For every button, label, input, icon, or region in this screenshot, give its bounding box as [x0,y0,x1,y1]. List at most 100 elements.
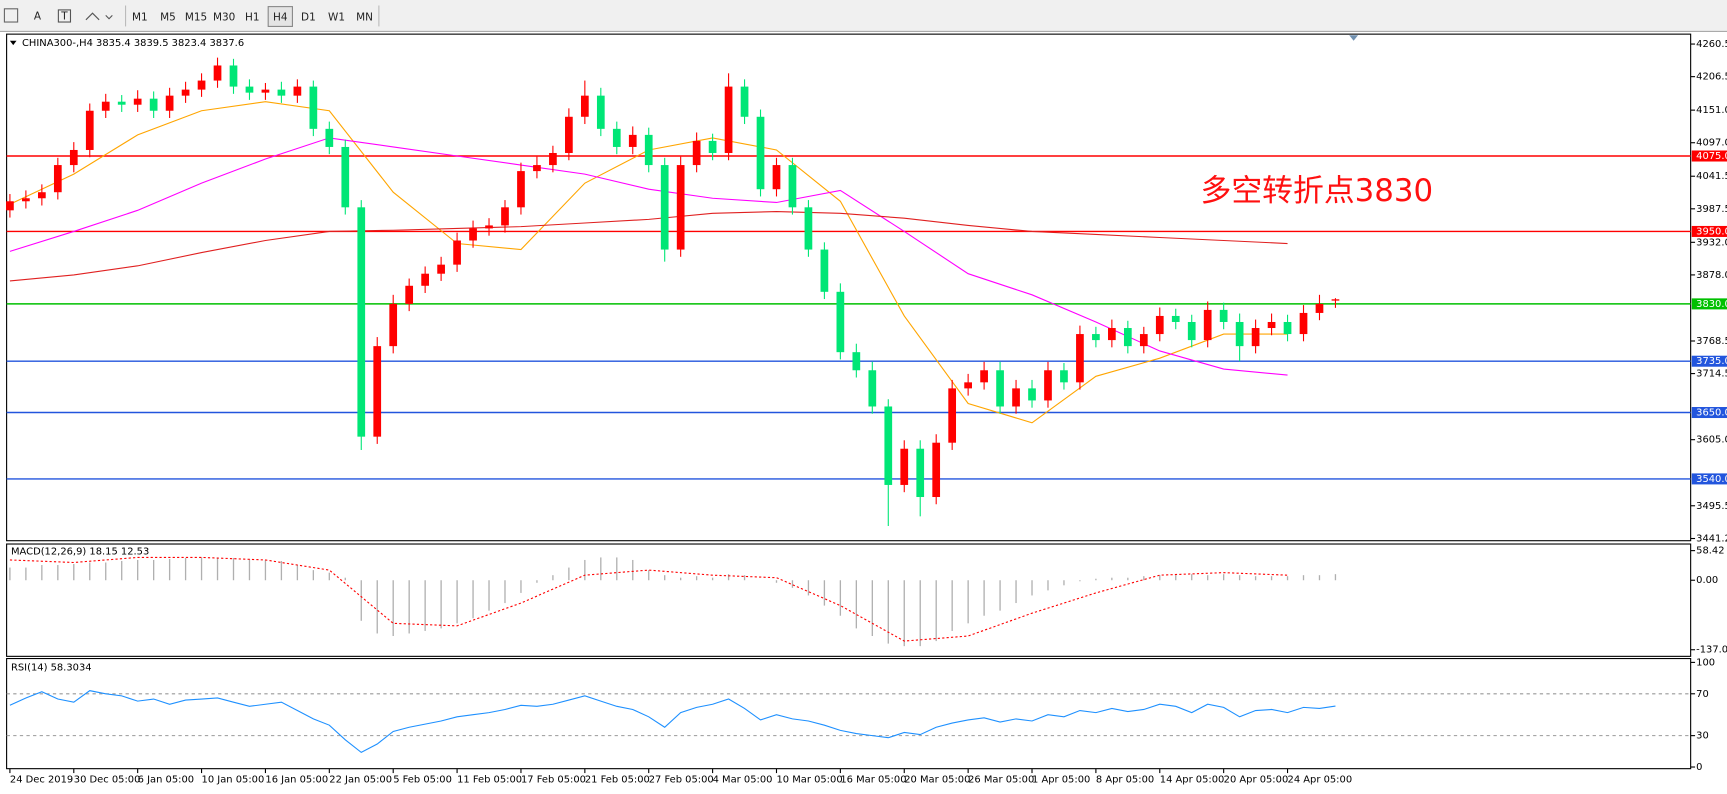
candle-body [628,134,637,147]
y-tick-label: 3768.5 [1696,336,1727,347]
timeframe-button[interactable]: D1 [301,12,316,24]
level-label: 4075.0 [1696,151,1727,162]
timeframe-bar: A M1 M5 M15 M30 H1 H4 D1 W1 MN [34,6,373,27]
candle-body [1076,334,1084,383]
x-tick-label: 22 Jan 05:00 [329,775,392,786]
x-tick-label: 27 Feb 05:00 [649,775,714,786]
candle-body [565,116,573,153]
candle-body [1092,334,1100,341]
candle-body [501,207,509,226]
moving-average [9,210,1288,282]
candle-body [1251,328,1260,347]
candle-body [421,273,429,286]
candle-body [101,101,110,111]
candle-body [1155,315,1164,335]
candle-body [724,86,733,153]
level-label: 3650.0 [1696,408,1727,419]
x-tick-label: 10 Mar 05:00 [776,775,842,786]
y-tick-label: 3714.5 [1696,369,1727,380]
candle-body [69,149,78,166]
candle-body [836,291,845,353]
x-tick-label: 21 Feb 05:00 [585,775,650,786]
candle-body [485,225,493,229]
level-label-box [1691,407,1727,419]
y-tick-label: 4097.0 [1696,138,1727,149]
x-tick-label: 1 Apr 05:00 [1032,775,1090,786]
timeframe-button[interactable]: W1 [328,12,345,24]
timeframe-button[interactable]: MN [356,12,373,24]
rsi-panel [6,657,1692,770]
candle-body [1331,299,1340,301]
y-tick-label: 4151.0 [1696,105,1727,116]
level-label-box [1691,298,1727,310]
candle-body [405,285,414,304]
level-label: 3735.0 [1696,356,1727,367]
timeframe-button[interactable]: M15 [185,12,207,24]
candle-body [341,146,350,208]
timeframe-button[interactable]: H4 [273,12,288,24]
indicator-title: MACD(12,26,9) 18.15 12.53 [11,547,149,558]
candle-body [533,165,541,172]
x-tick-label: 4 Mar 05:00 [713,775,773,786]
candle-body [980,370,988,383]
candle-body [245,86,254,93]
x-tick-label: 16 Mar 05:00 [840,775,906,786]
candle-body [6,201,14,211]
candle-body [277,89,286,96]
candle-body [453,240,461,265]
chart-title: CHINA300-,H4 3835.4 3839.5 3823.4 3837.6 [22,38,244,49]
candle-body [1283,321,1292,335]
text-label-icon: T [60,11,68,23]
level-label-box [1691,150,1727,162]
y-tick-label: 3878.0 [1696,270,1727,281]
candle-body [644,134,653,166]
timeframe-button[interactable]: M1 [132,12,148,24]
timeframe-button[interactable]: M5 [160,12,176,24]
candle-body [676,165,685,250]
candle-body [1123,328,1132,347]
candle-body [1203,309,1212,341]
y-tick-label: 100 [1696,657,1715,668]
x-tick-label: 14 Apr 05:00 [1160,775,1225,786]
level-label-box [1691,473,1727,485]
candle-body [1108,328,1116,341]
text-label-tool[interactable] [57,9,72,23]
candle-body [85,110,94,150]
rsi-line [9,690,1336,754]
y-tick-label: 0 [1696,762,1702,773]
y-tick-label: 4260.5 [1696,39,1727,50]
candle-body [549,152,557,166]
candle-body [820,249,829,292]
candle-body [261,89,270,93]
candle-body [772,165,781,190]
candle-body [309,86,318,129]
y-tick-label: -137.09 [1696,645,1727,656]
timeframe-button[interactable]: H1 [245,12,260,24]
candle-body [660,165,669,250]
candle-body [37,192,46,199]
x-tick-label: 11 Feb 05:00 [457,775,522,786]
candle-body [325,128,334,147]
candle-body [149,98,158,111]
x-tick-label: 10 Jan 05:00 [202,775,265,786]
y-tick-label: 4041.5 [1696,171,1727,182]
candle-body [373,346,382,437]
x-tick-label: 26 Mar 05:00 [968,775,1034,786]
x-tick-label: 16 Jan 05:00 [265,775,328,786]
annotation: 多空转折点3830 [1201,173,1434,209]
candle-body [1139,334,1148,347]
shapes-tool[interactable] [85,12,113,21]
candle-body [1060,370,1068,383]
candle-body [1044,370,1052,401]
candle-body [964,382,972,389]
menu-icon[interactable] [3,8,19,23]
main-panel [6,33,1692,542]
tool-label[interactable]: A [34,11,42,23]
candle-body [389,303,398,347]
candle-body [22,198,30,202]
candle-body [788,165,797,208]
candle-body [293,86,302,96]
timeframe-button[interactable]: M30 [213,12,235,24]
x-tick-label: 6 Jan 05:00 [138,775,194,786]
